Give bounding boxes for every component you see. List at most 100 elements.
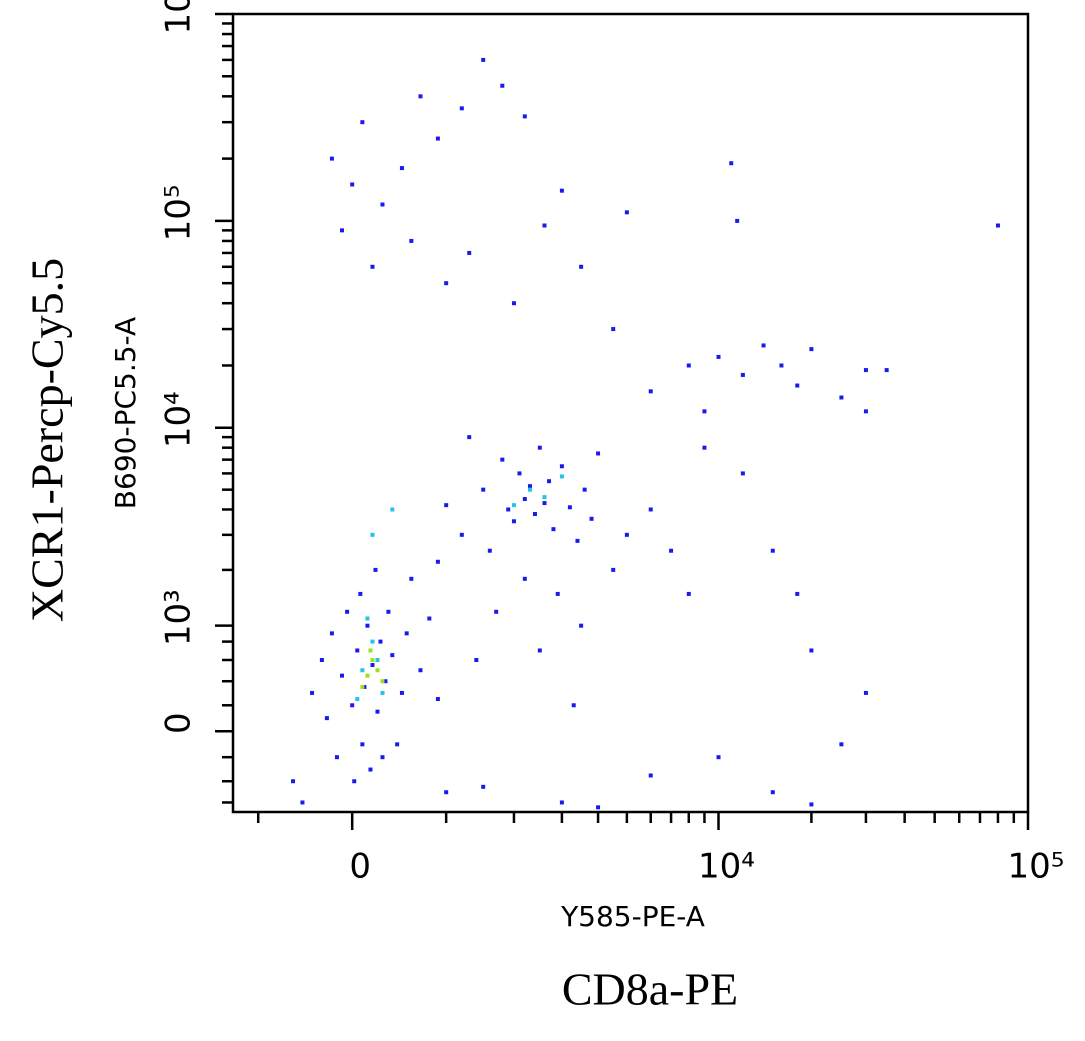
event-dot (481, 487, 486, 492)
event-dot (375, 668, 380, 673)
event-dot (537, 445, 542, 450)
event-dot (358, 591, 363, 596)
event-dot (340, 673, 345, 678)
x-tick-label: 10⁵ (1008, 847, 1065, 887)
event-dot (648, 389, 653, 394)
event-dot (404, 631, 409, 636)
event-dot (378, 639, 383, 644)
event-dot (511, 301, 516, 306)
event-dot (795, 591, 800, 596)
event-dot (418, 668, 423, 673)
event-dot (383, 679, 388, 684)
event-dot (399, 690, 404, 695)
event-dot (686, 363, 691, 368)
event-dot (474, 657, 479, 662)
event-dot (375, 709, 380, 714)
event-dot (427, 616, 432, 621)
event-dot (542, 501, 547, 506)
x-tick-label: 0 (349, 847, 371, 887)
event-dot (702, 409, 707, 414)
event-dot (532, 512, 537, 517)
event-dot (310, 690, 315, 695)
event-dot (579, 623, 584, 628)
event-dot (761, 343, 766, 348)
event-dot (360, 120, 365, 125)
x-axis-title: CD8a-PE (562, 964, 738, 1015)
event-dot (522, 576, 527, 581)
event-dot (380, 690, 385, 695)
y-tick-label: 10⁴ (159, 391, 199, 448)
event-dot (329, 156, 334, 161)
event-dot (444, 281, 449, 286)
event-dot (487, 548, 492, 553)
event-dot (409, 238, 414, 243)
event-dot (884, 368, 889, 373)
event-dot (611, 327, 616, 332)
y-parameter-label: B690-PC5.5-A (109, 317, 142, 509)
event-dot (329, 631, 334, 636)
event-dot (481, 784, 486, 789)
event-dot (579, 264, 584, 269)
x-tick-label: 10⁴ (698, 847, 755, 887)
event-dot (352, 779, 357, 784)
event-dot (551, 527, 556, 532)
event-dot (418, 94, 423, 99)
event-dot (500, 83, 505, 88)
event-dot (624, 210, 629, 215)
event-dot (435, 559, 440, 564)
event-dot (559, 188, 564, 193)
event-dot (511, 519, 516, 524)
event-dot (555, 591, 560, 596)
event-dot (863, 368, 868, 373)
event-dot (740, 372, 745, 377)
event-dot (399, 166, 404, 171)
event-dot (589, 516, 594, 521)
event-dot (729, 161, 734, 166)
event-dot (362, 684, 367, 689)
event-dot (686, 591, 691, 596)
x-parameter-label: Y585-PE-A (560, 900, 705, 933)
event-dot (370, 264, 375, 269)
event-dot (542, 495, 547, 500)
y-tick-label: 10⁵ (159, 184, 199, 241)
event-dot (409, 576, 414, 581)
event-dot (365, 616, 370, 621)
event-dot (355, 648, 360, 653)
event-dot (360, 684, 365, 689)
event-dot (809, 347, 814, 352)
event-dot (481, 57, 486, 62)
event-dot (770, 790, 775, 795)
event-dot (380, 755, 385, 760)
event-dot (360, 742, 365, 747)
event-dot (547, 479, 552, 484)
event-dot (291, 779, 296, 784)
event-dot (611, 567, 616, 572)
event-dot (370, 663, 375, 668)
event-dot (390, 507, 395, 512)
event-dot (511, 503, 516, 508)
event-dot (995, 223, 1000, 228)
event-dot (522, 114, 527, 119)
event-dot (390, 653, 395, 658)
event-dot (355, 697, 360, 702)
event-dot (386, 609, 391, 614)
event-dot (435, 136, 440, 141)
event-dot (702, 445, 707, 450)
event-dot (779, 363, 784, 368)
event-dot (559, 474, 564, 479)
event-dot (370, 657, 375, 662)
y-tick-label: 10⁶ (159, 0, 199, 34)
event-dot (340, 228, 345, 233)
event-dot (527, 487, 532, 492)
event-dot (444, 790, 449, 795)
event-dot (459, 106, 464, 111)
event-dot (716, 755, 721, 760)
event-dot (380, 202, 385, 207)
event-dot (370, 532, 375, 537)
event-dot (863, 690, 868, 695)
event-dot (350, 703, 355, 708)
y-tick-label: 0 (159, 712, 199, 734)
event-dot (395, 742, 400, 747)
event-dot (368, 648, 373, 653)
